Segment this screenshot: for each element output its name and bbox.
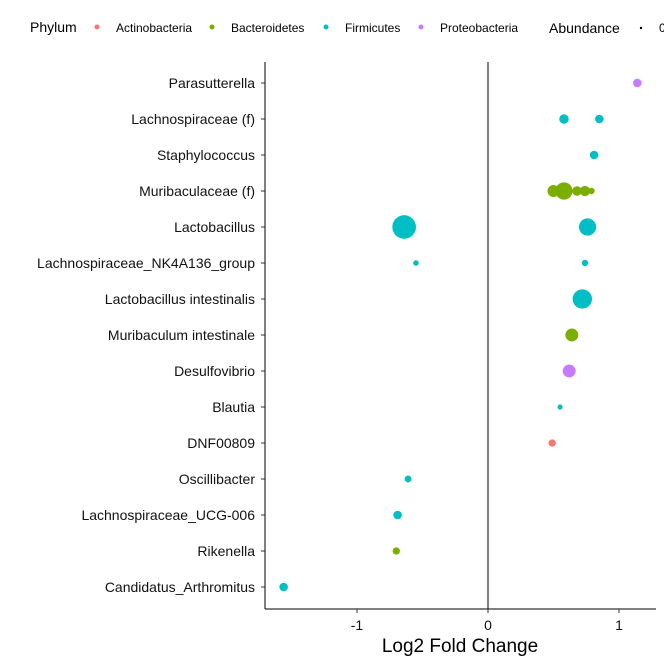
y-tick-label: Parasutterella (169, 75, 256, 91)
y-tick-label: Candidatus_Arthromitus (105, 579, 255, 595)
data-point-firmicutes (393, 510, 402, 520)
data-point-firmicutes (572, 289, 592, 309)
data-point-firmicutes (581, 259, 589, 267)
y-tick-label: Lachnospiraceae_UCG-006 (81, 507, 255, 523)
legend: Phylum Actinobacteria Bacteroidetes Firmic… (30, 19, 664, 36)
legend-key-actinobacteria (94, 24, 100, 30)
y-tick-label: Lactobacillus (174, 219, 255, 235)
data-points (279, 78, 642, 592)
y-tick-label: Muribaculaceae (f) (139, 183, 255, 199)
y-tick-label: DNF00809 (187, 435, 255, 451)
data-point-bacteroidetes (588, 187, 595, 195)
y-tick-label: Desulfovibrio (174, 363, 255, 379)
data-point-bacteroidetes (555, 182, 573, 200)
data-point-firmicutes (404, 475, 412, 483)
data-point-bacteroidetes (572, 186, 582, 196)
data-point-firmicutes (557, 404, 563, 410)
legend-label-actinobacteria: Actinobacteria (116, 21, 192, 35)
data-point-actinobacteria (548, 439, 556, 447)
legend-title-abundance: Abundance (549, 20, 620, 36)
y-tick-label: Muribaculum intestinale (108, 327, 255, 343)
x-axis-ticks: -1 0 1 (351, 609, 623, 633)
legend-key-firmicutes (323, 24, 329, 30)
data-point-bacteroidetes (579, 185, 591, 197)
legend-abundance-first-label: 0 (659, 21, 664, 35)
legend-label-firmicutes: Firmicutes (345, 21, 400, 35)
legend-key-proteobacteria (418, 24, 424, 30)
data-point-firmicutes (589, 150, 599, 160)
data-point-firmicutes (595, 114, 604, 124)
data-point-firmicutes (413, 260, 419, 266)
data-point-firmicutes (392, 215, 416, 239)
legend-abundance-key-dot (639, 26, 643, 30)
legend-label-proteobacteria: Proteobacteria (440, 21, 518, 35)
y-tick-label: Blautia (212, 399, 255, 415)
y-tick-label: Staphylococcus (157, 147, 255, 163)
data-point-bacteroidetes (392, 547, 400, 555)
legend-phylum-entries: Actinobacteria Bacteroidetes Firmicutes Pro… (94, 21, 518, 35)
data-point-proteobacteria (633, 78, 642, 88)
y-tick-label: Lachnospiraceae (f) (131, 111, 255, 127)
x-tick-label: 1 (615, 617, 623, 633)
legend-title-phylum: Phylum (30, 19, 77, 35)
x-tick-label: -1 (351, 617, 364, 633)
data-point-firmicutes (578, 218, 597, 236)
y-axis-ticks: Parasutterella Lachnospiraceae (f) Staphyl… (37, 75, 265, 595)
y-tick-label: Lactobacillus intestinalis (105, 291, 255, 307)
legend-label-bacteroidetes: Bacteroidetes (231, 21, 304, 35)
x-axis-title: Log2 Fold Change (382, 636, 538, 657)
data-point-bacteroidetes (565, 328, 579, 342)
data-point-proteobacteria (562, 364, 576, 378)
data-point-firmicutes (559, 114, 569, 124)
y-tick-label: Rikenella (197, 543, 255, 559)
y-tick-label: Oscillibacter (179, 471, 256, 487)
legend-key-bacteroidetes (209, 24, 215, 30)
x-tick-label: 0 (484, 617, 492, 633)
y-tick-label: Lachnospiraceae_NK4A136_group (37, 255, 255, 271)
data-point-firmicutes (279, 582, 288, 592)
